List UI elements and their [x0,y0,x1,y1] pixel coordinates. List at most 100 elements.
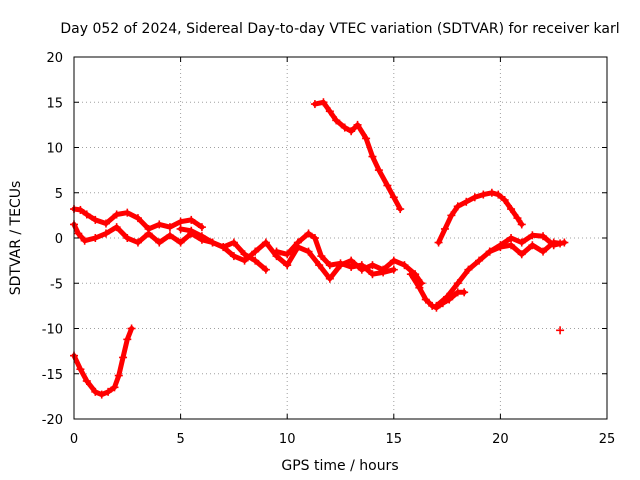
data-point [283,250,292,259]
data-point [556,239,565,248]
data-point [460,288,469,297]
data-point [357,261,366,270]
data-point [368,152,377,161]
data-point [176,217,185,226]
data-point [133,214,142,223]
data-point [396,205,405,214]
data-point [304,229,313,238]
data-point [112,210,121,219]
data-point [415,283,424,292]
data-point [389,256,398,265]
data-point [475,256,484,265]
x-tick-label: 15 [386,432,403,447]
data-point [325,107,334,116]
data-point [91,387,100,396]
axis-ticks: 0 5 10 15 20 25 -20 -15 -10 -5 0 5 10 15 20 [42,51,616,447]
data-point [317,252,326,261]
y-tick-label: -5 [50,277,63,292]
series-track-midday [176,224,426,288]
data-point [144,229,153,238]
data-point [400,261,409,270]
series-track-late-morning-high [310,98,405,214]
data-point [362,134,371,143]
data-point [507,234,516,242]
data-point [470,193,479,202]
data-point [187,226,196,235]
x-tick-label: 5 [176,432,184,447]
data-point [97,390,106,399]
y-tick-label: -15 [42,368,63,383]
data-point [76,205,85,214]
series-track [312,99,403,212]
data-point [101,219,110,228]
data-point [539,232,548,241]
y-tick-label: 5 [55,187,63,202]
data-point [165,231,174,240]
data-point [119,353,128,362]
data-point [165,223,174,232]
data-point [272,247,281,256]
data-point [91,234,100,242]
data-point [494,190,503,199]
y-axis-label: SDTVAR / TECUs [8,181,24,296]
data-point [123,234,132,242]
data-point [379,268,388,277]
data-point [447,211,456,220]
data-point [368,261,377,270]
series-track [71,326,135,398]
data-point [421,295,430,304]
series-track [71,221,269,273]
data-point [440,224,449,233]
data-point [507,205,516,214]
data-point [91,215,100,224]
grid-lines [74,57,607,419]
data-point [251,247,260,256]
data-point [368,270,377,279]
data-point [325,261,334,270]
data-point [123,335,132,344]
data-point [101,229,110,238]
x-axis-label: GPS time / hours [281,458,398,474]
data-point [383,181,392,190]
data-point [453,279,462,288]
data-point [251,256,260,265]
y-tick-label: -20 [42,413,63,428]
data-point [443,292,452,301]
data-point [293,238,302,247]
data-point [283,261,292,270]
data-point [80,236,89,245]
data-point [517,220,526,229]
data-point [539,247,548,256]
data-point [155,238,164,247]
series-track [71,206,205,232]
data-point [74,229,83,238]
data-point [462,197,471,206]
data-point [219,243,228,252]
data-point [208,238,217,247]
series-track-morning-a [70,205,206,233]
data-point [197,223,206,232]
data-point [82,210,91,219]
y-tick-label: -10 [42,323,63,338]
data-point [336,259,345,268]
y-tick-label: 10 [46,142,63,157]
data-point [197,232,206,241]
data-point [513,214,522,223]
data-point [517,250,526,259]
x-tick-label: 20 [492,432,509,447]
x-tick-label: 10 [279,432,296,447]
data-point [353,120,362,129]
data-point [434,238,443,247]
data-point [315,261,324,270]
series-outlier [556,326,565,335]
data-point [304,247,313,256]
data-point [485,247,494,256]
series-track-recovery-b [485,238,565,259]
data-point [528,241,537,250]
data-point [340,123,349,132]
data-point [332,116,341,125]
data-point [187,215,196,224]
data-point [487,188,496,197]
x-tick-label: 25 [599,432,616,447]
data-point [155,220,164,229]
